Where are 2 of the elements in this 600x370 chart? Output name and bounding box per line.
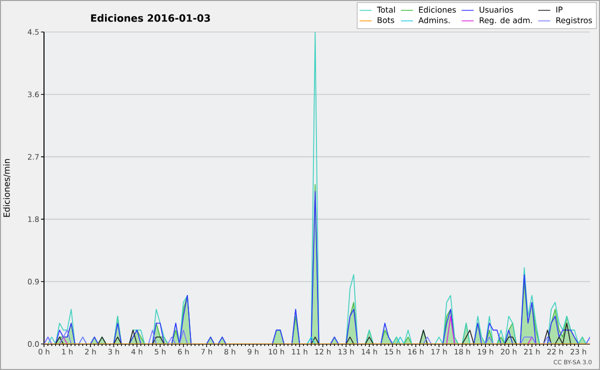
chart-title: Ediciones 2016-01-03	[91, 14, 210, 22]
y-axis-title: Ediciones/min	[3, 159, 10, 217]
